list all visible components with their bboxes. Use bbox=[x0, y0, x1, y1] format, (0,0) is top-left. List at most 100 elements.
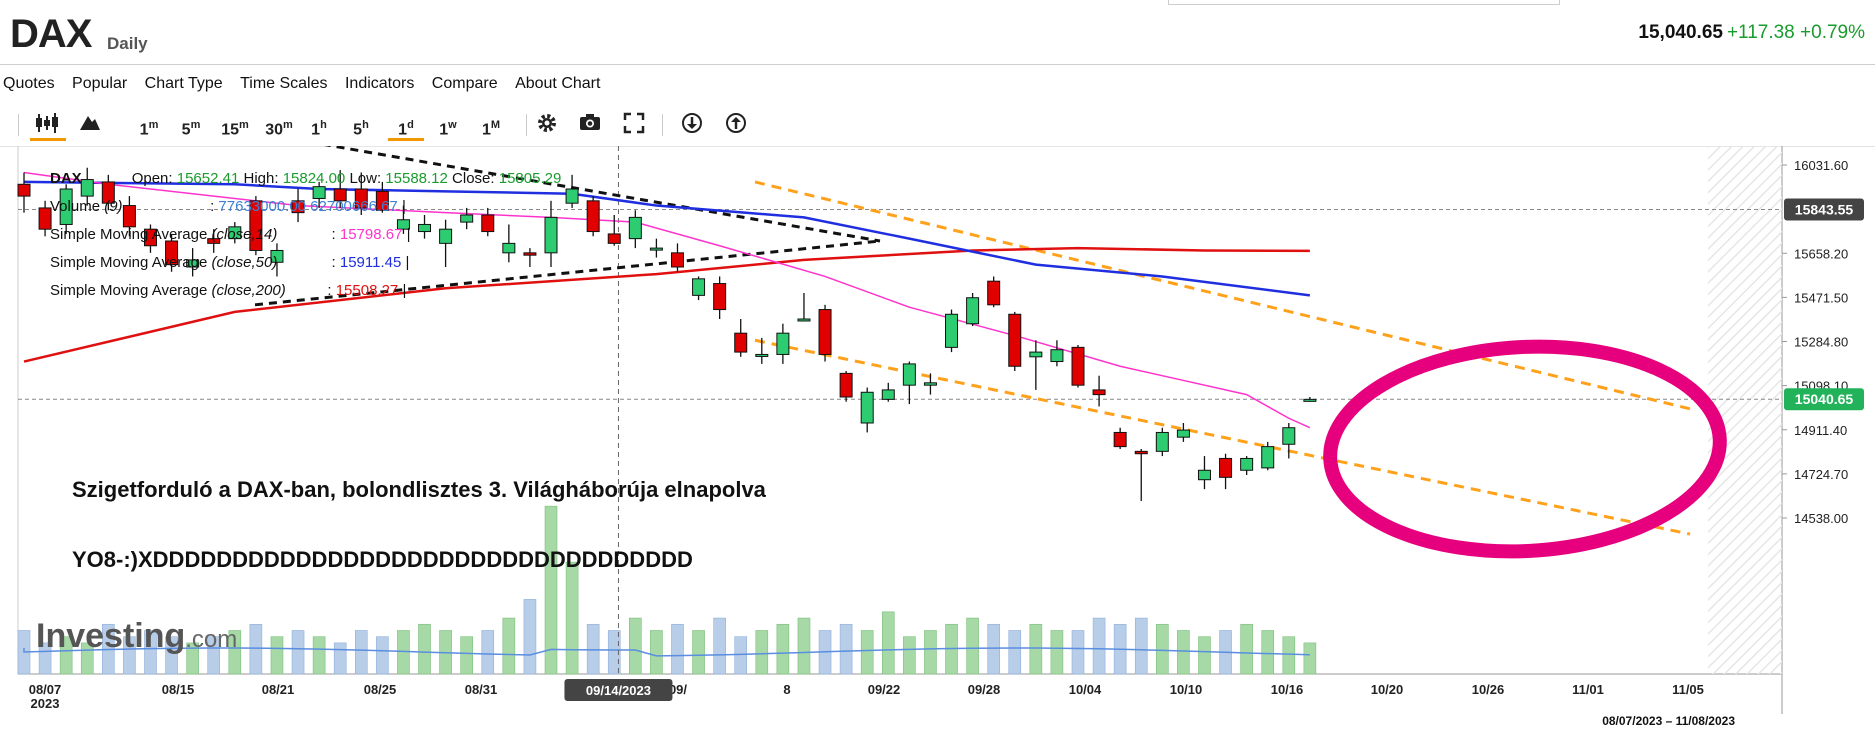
candle-body bbox=[797, 318, 811, 322]
volume-bar bbox=[1029, 623, 1043, 675]
camera-icon[interactable] bbox=[576, 112, 604, 138]
x-tick-label: 11/05 bbox=[1672, 682, 1704, 697]
interval-30m[interactable]: 30m bbox=[265, 119, 293, 139]
volume-bar bbox=[123, 636, 136, 675]
volume-bar bbox=[966, 617, 979, 675]
menu-about-chart[interactable]: About Chart bbox=[515, 75, 601, 92]
menu-chart-type[interactable]: Chart Type bbox=[144, 75, 223, 92]
candle-body bbox=[1029, 351, 1043, 358]
sma14-label: Simple Moving Average bbox=[50, 226, 208, 243]
interval-1M[interactable]: 1M bbox=[481, 119, 501, 139]
candle-body bbox=[249, 200, 263, 251]
volume-bar bbox=[903, 636, 916, 675]
price-marker-box bbox=[1784, 198, 1864, 221]
x-tick-label: 09/28 bbox=[968, 682, 1001, 697]
volume-bar bbox=[924, 630, 937, 675]
sma50-line bbox=[23, 180, 1311, 297]
candle-body bbox=[902, 363, 916, 386]
candle-body bbox=[354, 188, 368, 209]
high-label: High: bbox=[243, 170, 279, 187]
candle-body bbox=[1050, 349, 1064, 363]
interval-1m[interactable]: 1m bbox=[139, 119, 159, 139]
price-marker-label: 15040.65 bbox=[1795, 391, 1854, 407]
upload-icon[interactable] bbox=[722, 112, 750, 138]
volume-bar bbox=[734, 636, 748, 675]
candle-body bbox=[881, 389, 895, 400]
volume-bar bbox=[354, 630, 368, 675]
gear-icon[interactable] bbox=[534, 112, 560, 138]
candle-body bbox=[586, 200, 600, 233]
annotation-line-1: Szigetforduló a DAX-ban, bolondlisztes 3… bbox=[72, 477, 766, 502]
sma200-label: Simple Moving Average bbox=[50, 282, 208, 299]
low-value: 15588.12 bbox=[385, 170, 448, 187]
volume-bar bbox=[1050, 630, 1064, 675]
candle-body bbox=[1155, 431, 1169, 452]
candle-body bbox=[1092, 389, 1106, 396]
interval-5h[interactable]: 5h bbox=[353, 119, 369, 139]
menu-quotes[interactable]: Quotes bbox=[3, 75, 55, 92]
interval-1h[interactable]: 1h bbox=[311, 119, 327, 139]
volume-bar bbox=[1008, 630, 1022, 675]
interval-5m[interactable]: 5m bbox=[181, 119, 201, 139]
volume-bar bbox=[692, 630, 705, 675]
candle-body bbox=[692, 278, 706, 296]
volume-bar bbox=[671, 623, 684, 675]
volume-bar bbox=[1198, 636, 1211, 675]
candle-body bbox=[1134, 450, 1148, 455]
toolbar-divider bbox=[18, 114, 19, 136]
triangle-upper-line bbox=[323, 146, 881, 243]
y-tick-label: 15658.20 bbox=[1794, 246, 1848, 261]
triangle-lower-line bbox=[254, 239, 881, 307]
interval-15m[interactable]: 15m bbox=[221, 119, 249, 139]
menu-time-scales[interactable]: Time Scales bbox=[240, 75, 328, 92]
candle-body bbox=[818, 309, 832, 355]
x-tick-label: 8 bbox=[783, 682, 790, 697]
download-icon[interactable] bbox=[678, 112, 706, 138]
y-tick-label: 14724.70 bbox=[1794, 467, 1848, 482]
x-tick-label: 10/26 bbox=[1472, 682, 1505, 697]
candlestick-icon[interactable] bbox=[30, 112, 66, 141]
y-tick-label: 16031.60 bbox=[1794, 158, 1848, 173]
volume-bar bbox=[650, 630, 663, 675]
volume-bar bbox=[207, 636, 221, 675]
volume-bar bbox=[460, 636, 473, 675]
interval-1d[interactable]: 1d bbox=[388, 112, 424, 141]
candle-body bbox=[987, 280, 1001, 306]
legend-symbol: DAX bbox=[50, 170, 82, 187]
candle-body bbox=[945, 313, 959, 348]
candle-body bbox=[628, 216, 642, 240]
candle-body bbox=[755, 353, 769, 357]
x-tick-label: 10/04 bbox=[1069, 682, 1102, 697]
candle-body bbox=[80, 179, 94, 197]
fullscreen-icon[interactable] bbox=[620, 112, 648, 138]
candle-body bbox=[291, 200, 305, 214]
close-value: 15805.29 bbox=[498, 170, 562, 187]
candle-body bbox=[312, 186, 326, 199]
interval-1w[interactable]: 1w bbox=[439, 119, 457, 139]
chart-legend: DAX Open: 15652.41 High: 15824.00 Low: 1… bbox=[50, 165, 561, 305]
x-tick-label: 08/25 bbox=[364, 682, 397, 697]
mountain-icon[interactable] bbox=[76, 112, 104, 138]
candle-body bbox=[396, 219, 410, 230]
sma50-param: (close,50) bbox=[211, 254, 278, 271]
volume-bar bbox=[1134, 617, 1148, 675]
candle-body bbox=[101, 181, 115, 204]
candle-body bbox=[565, 188, 579, 204]
menu-popular[interactable]: Popular bbox=[72, 75, 128, 92]
candle-body bbox=[670, 252, 684, 268]
candle-body bbox=[375, 190, 389, 211]
x-tick-label: 11/01 bbox=[1572, 682, 1604, 697]
y-tick-label: 14538.00 bbox=[1794, 511, 1848, 526]
menu-indicators[interactable]: Indicators bbox=[344, 75, 415, 92]
menu-compare[interactable]: Compare bbox=[431, 75, 498, 92]
volume-bar bbox=[1261, 630, 1275, 675]
future-area bbox=[1708, 146, 1782, 674]
candle-body bbox=[228, 226, 242, 240]
candle-body bbox=[333, 188, 347, 202]
price-chart[interactable]: 16031.6015658.2015471.5015284.8015098.10… bbox=[0, 146, 1875, 716]
volume-bar bbox=[1282, 636, 1296, 675]
high-value: 15824.00 bbox=[282, 170, 346, 187]
candle-body bbox=[860, 391, 874, 424]
toolbar-divider bbox=[662, 114, 663, 136]
x-tick-label: 09/22 bbox=[868, 682, 901, 697]
